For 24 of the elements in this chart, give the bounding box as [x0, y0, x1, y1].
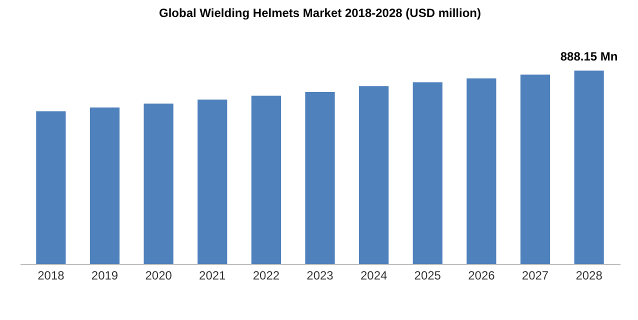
x-tick-label: 2021 — [199, 268, 226, 282]
bar — [198, 100, 228, 264]
bar — [251, 96, 281, 264]
bar — [90, 107, 120, 264]
x-tick-label: 2027 — [522, 268, 549, 282]
bar — [520, 74, 550, 264]
bar — [359, 86, 389, 264]
bar — [412, 82, 442, 264]
data-label: 888.15 Mn — [560, 50, 618, 64]
x-tick-label: 2024 — [360, 268, 388, 282]
x-tick-label: 2026 — [468, 268, 496, 282]
x-tick-label: 2022 — [252, 268, 280, 282]
x-tick-label: 2023 — [306, 268, 334, 282]
bar — [466, 78, 496, 264]
chart-title: Global Wielding Helmets Market 2018-2028 (USD million) — [159, 6, 481, 20]
x-tick-label: 2025 — [414, 268, 442, 282]
x-tick-label: 2018 — [38, 268, 65, 282]
x-tick-label: 2028 — [576, 268, 603, 282]
bar — [144, 104, 174, 264]
x-tick-label: 2020 — [145, 268, 172, 282]
bar — [305, 92, 335, 264]
bar — [574, 70, 604, 264]
bar — [36, 111, 66, 264]
x-tick-label: 2019 — [91, 268, 118, 282]
